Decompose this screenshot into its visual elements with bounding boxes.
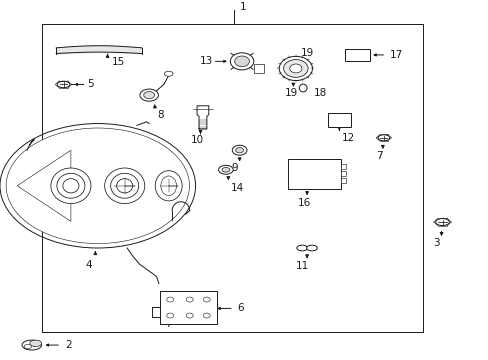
Bar [341,164,346,169]
Ellipse shape [104,168,144,203]
Text: 15: 15 [111,57,124,67]
Ellipse shape [143,91,154,99]
Bar [327,113,350,127]
Ellipse shape [306,245,317,251]
Bar [341,171,346,176]
Polygon shape [17,150,71,221]
Ellipse shape [435,219,448,225]
Text: 16: 16 [298,198,311,208]
Text: 2: 2 [65,340,72,350]
Ellipse shape [0,123,195,248]
Text: 6: 6 [237,303,244,314]
Ellipse shape [283,59,307,77]
Text: 11: 11 [295,261,308,271]
Text: 18: 18 [313,88,326,98]
Ellipse shape [51,168,91,203]
Circle shape [166,297,173,302]
Bar [160,291,216,324]
Ellipse shape [289,64,302,73]
Text: 1: 1 [239,1,246,12]
Text: 4: 4 [85,260,92,270]
Ellipse shape [169,314,182,320]
Circle shape [166,313,173,318]
Ellipse shape [218,165,233,174]
Ellipse shape [155,171,182,201]
Ellipse shape [164,71,173,76]
Text: 17: 17 [389,50,402,60]
Circle shape [203,313,210,318]
Ellipse shape [22,340,41,350]
Ellipse shape [299,84,306,92]
Ellipse shape [232,145,246,155]
Text: 10: 10 [190,135,203,145]
Bar [287,159,341,189]
Ellipse shape [296,245,307,251]
Ellipse shape [30,340,41,346]
Text: 13: 13 [199,57,212,66]
Text: 9: 9 [231,163,238,173]
Circle shape [186,297,193,302]
Ellipse shape [117,179,132,193]
Ellipse shape [57,81,70,88]
Ellipse shape [235,148,243,153]
Text: 5: 5 [87,80,94,89]
Text: 3: 3 [432,238,439,248]
Text: 12: 12 [341,134,354,144]
Text: 7: 7 [165,319,172,329]
Ellipse shape [279,57,312,81]
Ellipse shape [6,128,189,244]
Bar [151,307,160,317]
Text: 8: 8 [157,111,164,120]
Ellipse shape [57,173,85,198]
Text: 14: 14 [230,183,244,193]
Text: 19: 19 [300,48,313,58]
Ellipse shape [234,56,249,67]
Ellipse shape [110,173,139,198]
Ellipse shape [161,176,176,195]
Ellipse shape [230,53,253,70]
Bar [344,49,369,60]
Text: 19: 19 [285,88,298,98]
Ellipse shape [222,167,229,172]
Circle shape [186,313,193,318]
Ellipse shape [140,89,158,101]
Ellipse shape [63,179,79,193]
Ellipse shape [377,135,389,141]
Bar [254,64,264,73]
Text: 7: 7 [375,151,382,161]
Bar [341,178,346,183]
Ellipse shape [24,345,31,348]
Circle shape [203,297,210,302]
